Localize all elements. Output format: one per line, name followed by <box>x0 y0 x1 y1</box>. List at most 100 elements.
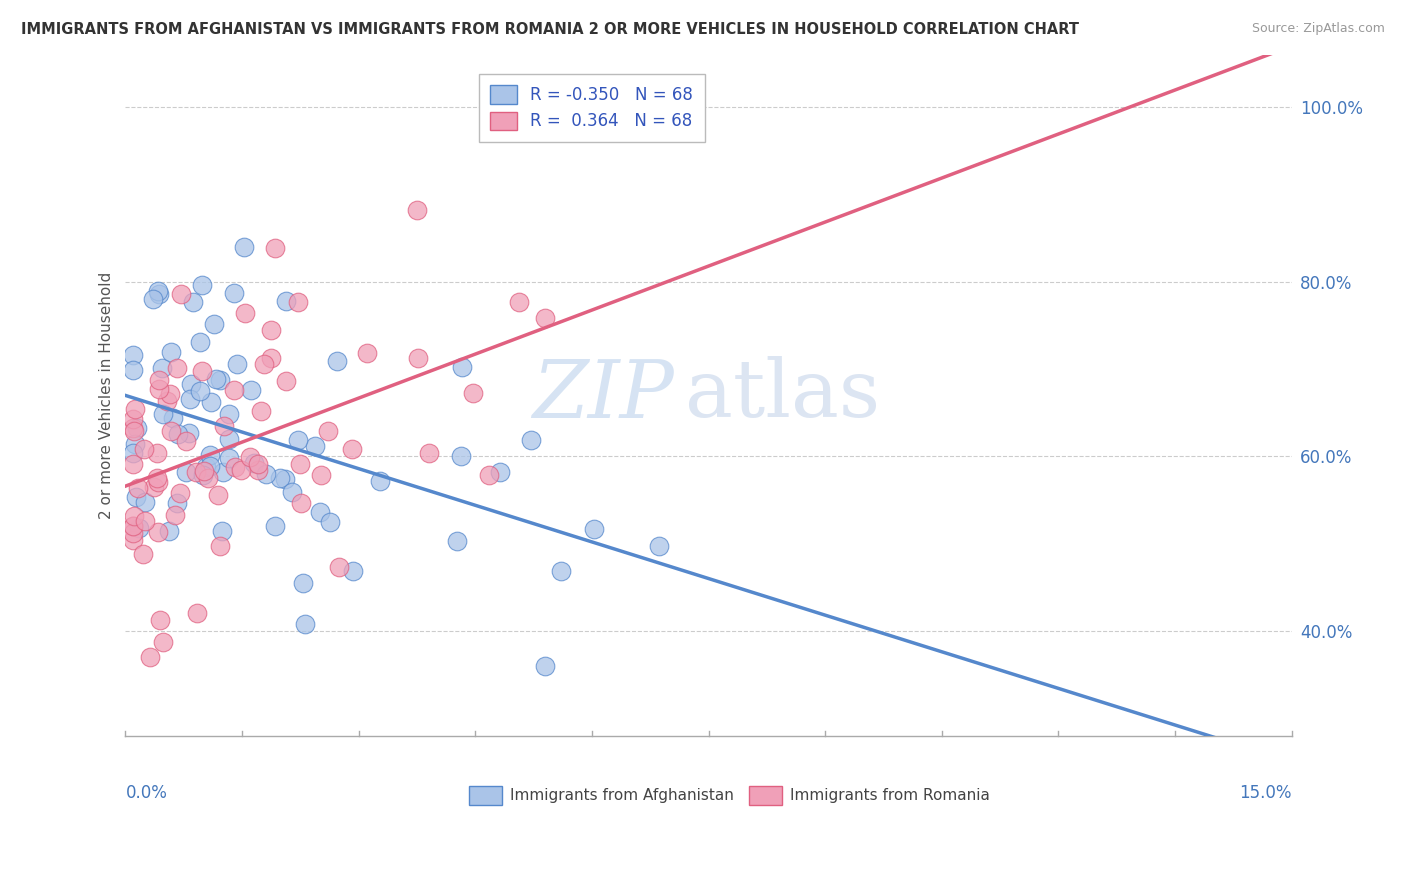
Point <box>122 420 145 434</box>
Point <box>273 472 295 486</box>
Point <box>239 450 262 465</box>
Point <box>274 374 297 388</box>
Point <box>122 533 145 547</box>
Point <box>342 564 364 578</box>
Point <box>287 295 309 310</box>
Point <box>356 346 378 360</box>
Point <box>222 286 245 301</box>
Point <box>259 323 281 337</box>
Point <box>328 559 350 574</box>
Point <box>461 386 484 401</box>
Point <box>122 362 145 376</box>
Point <box>146 475 169 490</box>
Point <box>122 519 145 533</box>
Point <box>534 659 557 673</box>
Point <box>162 411 184 425</box>
Point <box>288 457 311 471</box>
Point <box>218 407 240 421</box>
Point <box>450 449 472 463</box>
Point <box>179 425 201 440</box>
Point <box>222 384 245 398</box>
Point <box>520 433 543 447</box>
Point <box>170 287 193 301</box>
Point <box>186 606 208 620</box>
Point <box>247 457 270 471</box>
Text: 15.0%: 15.0% <box>1239 783 1292 802</box>
Point <box>648 539 671 553</box>
Point <box>159 387 181 401</box>
Point <box>211 524 233 538</box>
Point <box>294 616 316 631</box>
Point <box>159 344 181 359</box>
Point <box>190 364 212 378</box>
Point <box>127 481 149 495</box>
Point <box>224 460 246 475</box>
Point <box>122 526 145 541</box>
Point <box>190 334 212 349</box>
Point <box>309 468 332 483</box>
Point <box>174 434 197 448</box>
Point <box>405 202 427 217</box>
Point <box>287 433 309 447</box>
Point <box>263 241 285 255</box>
Point <box>208 373 231 387</box>
Point <box>122 509 145 524</box>
Point <box>264 519 287 533</box>
Point <box>148 286 170 301</box>
Point <box>165 508 187 522</box>
Bar <box>749 786 782 805</box>
Y-axis label: 2 or more Vehicles in Household: 2 or more Vehicles in Household <box>100 272 114 519</box>
Text: Source: ZipAtlas.com: Source: ZipAtlas.com <box>1251 22 1385 36</box>
Point <box>179 392 201 406</box>
Point <box>122 412 145 426</box>
Point <box>290 496 312 510</box>
Point <box>200 395 222 409</box>
Point <box>205 371 228 385</box>
Point <box>233 240 256 254</box>
Legend: R = -0.350   N = 68, R =  0.364   N = 68: R = -0.350 N = 68, R = 0.364 N = 68 <box>479 74 704 142</box>
Point <box>292 576 315 591</box>
Point <box>148 525 170 540</box>
Point <box>149 613 172 627</box>
Point <box>418 446 440 460</box>
Point <box>146 446 169 460</box>
Point <box>316 424 339 438</box>
Point <box>212 418 235 433</box>
Point <box>218 432 240 446</box>
Point <box>125 421 148 435</box>
Point <box>125 490 148 504</box>
Point <box>550 565 572 579</box>
Point <box>209 539 232 553</box>
Point <box>240 383 263 397</box>
Point <box>143 479 166 493</box>
Point <box>180 376 202 391</box>
Point <box>193 464 215 478</box>
Point <box>132 442 155 457</box>
Point <box>176 465 198 479</box>
Point <box>122 519 145 533</box>
Text: IMMIGRANTS FROM AFGHANISTAN VS IMMIGRANTS FROM ROMANIA 2 OR MORE VEHICLES IN HOU: IMMIGRANTS FROM AFGHANISTAN VS IMMIGRANT… <box>21 22 1078 37</box>
Text: ZIP: ZIP <box>531 357 673 434</box>
Point <box>446 534 468 549</box>
Point <box>134 495 156 509</box>
Point <box>534 310 557 325</box>
Point <box>139 650 162 665</box>
Point <box>249 404 271 418</box>
Point <box>225 357 247 371</box>
Point <box>276 293 298 308</box>
Point <box>508 294 530 309</box>
Point <box>308 505 330 519</box>
Point <box>142 292 165 306</box>
Point <box>124 424 146 438</box>
Point <box>304 439 326 453</box>
Point <box>198 458 221 473</box>
Point <box>152 407 174 421</box>
Point <box>146 284 169 298</box>
Point <box>132 547 155 561</box>
Point <box>583 522 606 536</box>
Point <box>181 294 204 309</box>
Point <box>231 463 253 477</box>
Point <box>122 348 145 362</box>
Point <box>150 361 173 376</box>
Text: Immigrants from Romania: Immigrants from Romania <box>790 788 990 803</box>
